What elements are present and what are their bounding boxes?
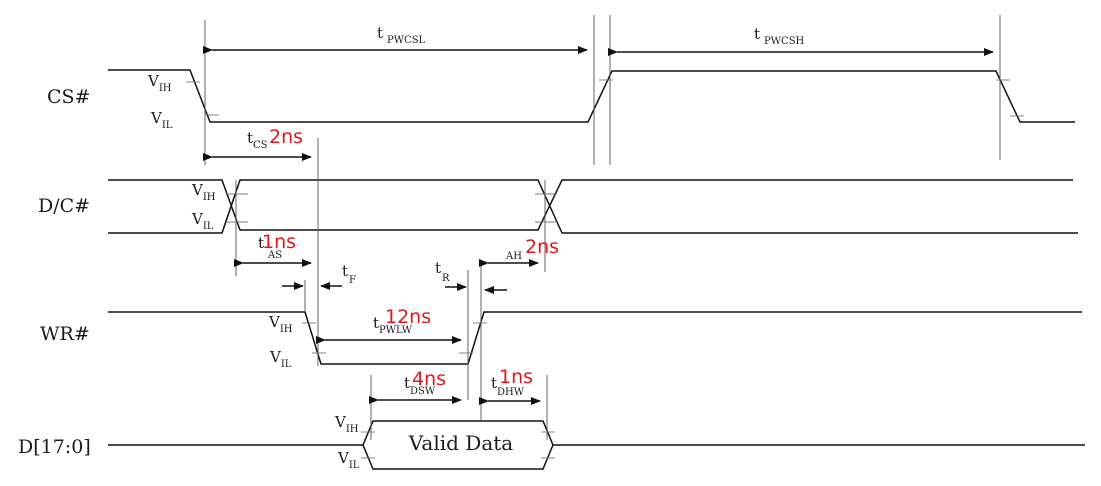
tf-label: tF (342, 262, 356, 286)
cs-vil-label: VIL (150, 109, 173, 131)
tpwlw-label: tPWLW (373, 314, 413, 336)
dc-vil-label: VIL (191, 210, 214, 232)
wr-waveform (108, 311, 1082, 365)
tah-label: AH (505, 251, 522, 262)
tdhw-value: 1ns (499, 366, 533, 388)
wr-signal-label: WR# (40, 323, 90, 345)
cs-vih-label: VIH (147, 72, 172, 94)
valid-data-label: Valid Data (408, 431, 513, 455)
tas-value: 1ns (262, 231, 296, 253)
tdhw-label: tDHW (491, 374, 525, 398)
tdsw-label: tDSW (404, 374, 436, 397)
data-bus-waveform (108, 420, 1085, 470)
dc-signal-label: D/C# (38, 195, 90, 217)
wr-vil-label: VIL (269, 348, 292, 370)
tdsw-value: 4ns (412, 368, 446, 390)
data-vil-label: VIL (337, 449, 360, 471)
dc-vih-label: VIH (191, 181, 216, 203)
tah-value: 2ns (525, 236, 559, 258)
tpwcsl-label: t PWCSL (377, 24, 426, 46)
tpwlw-value: 12ns (385, 306, 431, 328)
wr-vih-label: VIH (268, 313, 293, 335)
tcs-label: tCS (247, 129, 268, 151)
threshold-ticks (186, 79, 1024, 459)
dc-waveform (108, 179, 1078, 234)
cs-waveform (108, 69, 1075, 123)
tcs-value: 2ns (269, 126, 303, 148)
data-vih-label: VIH (334, 413, 359, 435)
tr-label: tR (435, 259, 450, 284)
cs-signal-label: CS# (47, 86, 90, 108)
timing-arrows (203, 46, 994, 405)
reference-lines (204, 15, 1001, 440)
tpwcsh-label: t PWCSH (754, 25, 805, 47)
tas-label: tAS (258, 234, 282, 261)
data-bus-label: D[17:0] (18, 436, 91, 458)
